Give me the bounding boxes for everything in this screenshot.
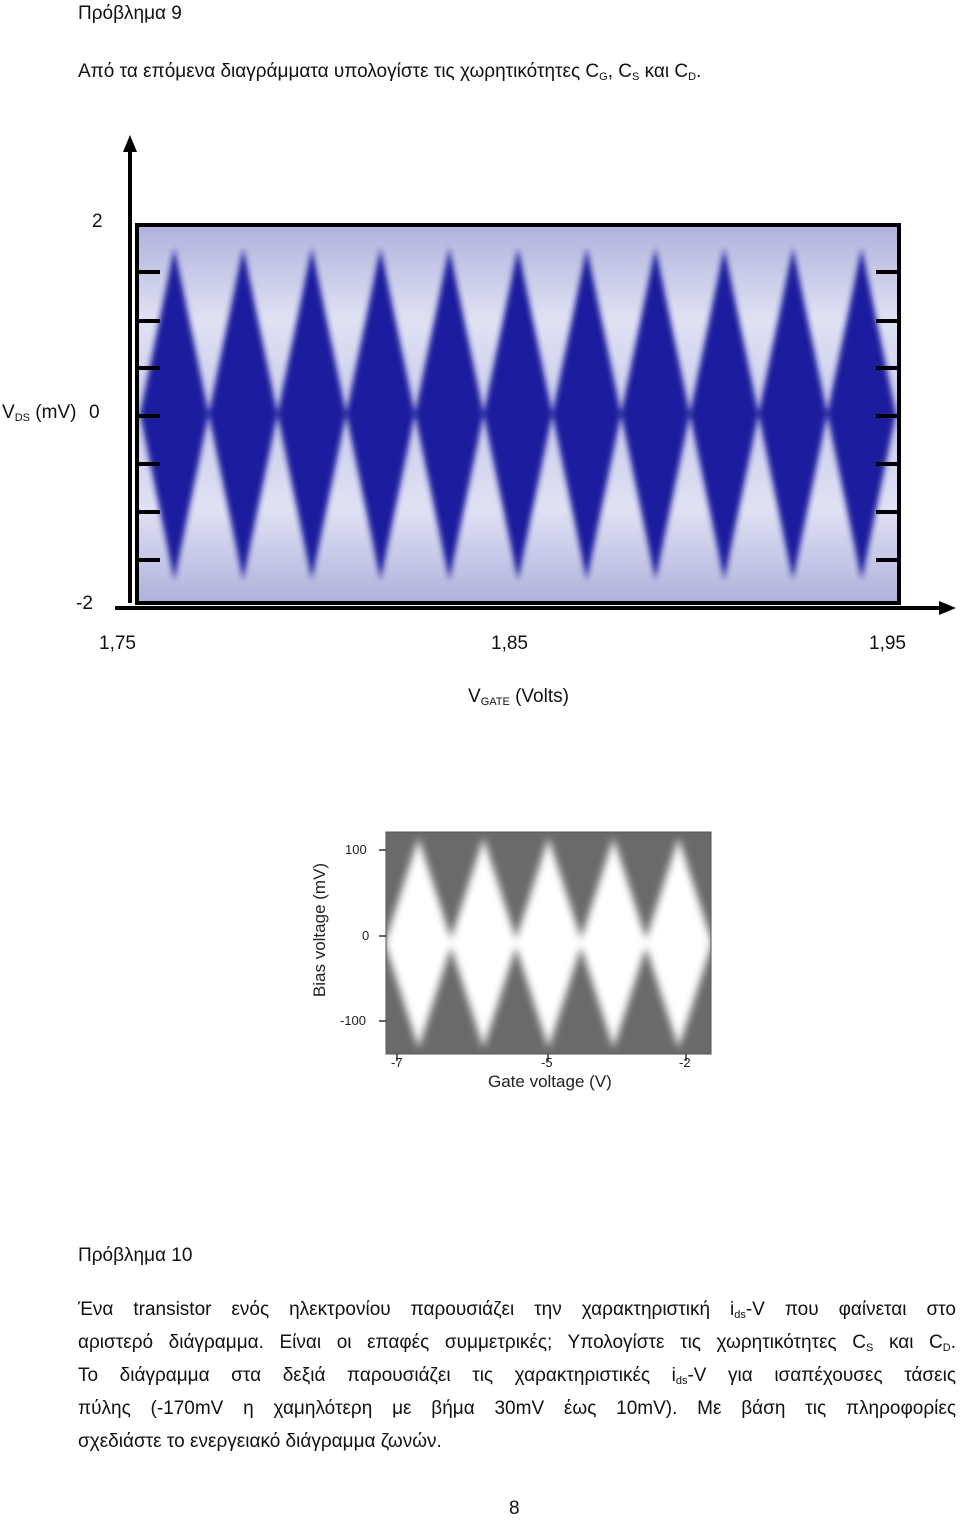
chart2-diamond bbox=[384, 838, 453, 1048]
chart1-diamond bbox=[483, 248, 553, 580]
chart1-ylabel-sub: DS bbox=[14, 412, 30, 424]
chart1-diamond bbox=[277, 248, 347, 580]
prompt-text: Από τα επόμενα διαγράμματα υπολογίστε τι… bbox=[78, 61, 600, 82]
line3-sub: ds bbox=[675, 1375, 688, 1387]
chart2-ticks bbox=[379, 849, 687, 1061]
chart2-diamond bbox=[449, 838, 518, 1048]
chart1-ylabel-unit: (mV) bbox=[35, 402, 77, 423]
line1-sub: ds bbox=[734, 1309, 746, 1321]
chart2-ytick-mid: 0 bbox=[362, 928, 370, 943]
chart1-y-arrow bbox=[123, 135, 137, 152]
problem9-prompt: Από τα επόμενα διαγράμματα υπολογίστε τι… bbox=[78, 60, 701, 84]
chart2-ytick-bottom: -100 bbox=[340, 1013, 367, 1028]
chart1-xlabel-main: V bbox=[468, 686, 481, 707]
line2-text-c: . bbox=[950, 1332, 956, 1353]
chart1-diamond bbox=[552, 248, 622, 580]
line1-text-a: Ένα transistor ενός ηλεκτρονίου παρουσιά… bbox=[78, 1299, 735, 1320]
chart2-xtick-mid: -5 bbox=[541, 1055, 553, 1070]
chart1-xtick-left: 1,75 bbox=[99, 633, 136, 654]
line2-sub-s: S bbox=[866, 1342, 874, 1354]
chart1-xlabel-unit: (Volts) bbox=[515, 686, 569, 707]
chart2-x-label: Gate voltage (V) bbox=[488, 1072, 612, 1091]
chart1-diamond bbox=[140, 248, 209, 580]
chart1-x-label: VGATE (Volts) bbox=[468, 686, 569, 708]
line2-text-a: αριστερό διάγραμμα. Είναι οι επαφές συμμ… bbox=[78, 1332, 867, 1353]
line1-text-b: -V που φαίνεται στο bbox=[745, 1299, 956, 1320]
chart2-ytick-top: 100 bbox=[345, 842, 367, 857]
chart2-y-label: Bias voltage (mV) bbox=[310, 862, 329, 998]
problem10-line-4: πύλης (-170mV η χαμηλότερη με βήμα 30mV … bbox=[78, 1398, 956, 1419]
chart1-diamond bbox=[689, 248, 759, 580]
line2-text-b: και C bbox=[873, 1332, 943, 1353]
chart1-y-label: VDS (mV) bbox=[2, 402, 76, 424]
prompt-end: . bbox=[696, 61, 702, 82]
chart2-xtick-right: -2 bbox=[679, 1055, 691, 1070]
chart1-ytick-bottom: -2 bbox=[76, 593, 93, 614]
chart1-diamond bbox=[346, 248, 415, 580]
chart1-xtick-right: 1,95 bbox=[869, 633, 906, 654]
chart1-ytick-mid: 0 bbox=[89, 402, 100, 423]
line3-text-a: Το διάγραμμα στα δεξιά παρουσιάζει τις χ… bbox=[78, 1365, 676, 1386]
chart1-diamond bbox=[621, 248, 690, 580]
chart2-xtick-left: -7 bbox=[391, 1055, 403, 1070]
chart2-svg bbox=[379, 831, 713, 1061]
problem10-line-3: Το διάγραμμα στα δεξιά παρουσιάζει τις χ… bbox=[78, 1359, 956, 1392]
problem10-line-1: Ένα transistor ενός ηλεκτρονίου παρουσιά… bbox=[78, 1293, 956, 1326]
problem10-line-2: αριστερό διάγραμμα. Είναι οι επαφές συμμ… bbox=[78, 1326, 956, 1359]
prompt-sep2: και C bbox=[639, 61, 689, 82]
chart1-x-arrow bbox=[939, 601, 956, 615]
line3-text-b: -V για ισαπέχουσες τάσεις bbox=[687, 1365, 956, 1386]
chart1-diamond bbox=[414, 248, 484, 580]
line2-sub-d: D bbox=[942, 1342, 951, 1354]
chart1-xlabel-sub: GATE bbox=[480, 696, 510, 708]
page-number: 8 bbox=[509, 1498, 520, 1519]
problem10-line-5: σχεδιάστε το ενεργειακό διάγραμμα ζωνών. bbox=[78, 1431, 442, 1452]
chart1-svg bbox=[115, 135, 956, 615]
chart1-diamond bbox=[827, 248, 896, 580]
subscript-s: S bbox=[632, 71, 640, 83]
subscript-g: G bbox=[599, 71, 608, 83]
problem10-paragraph: Ένα transistor ενός ηλεκτρονίου παρουσιά… bbox=[78, 1293, 956, 1458]
problem9-heading: Πρόβλημα 9 bbox=[78, 3, 182, 24]
chart1-xtick-mid: 1,85 bbox=[491, 633, 528, 654]
problem10-heading: Πρόβλημα 10 bbox=[78, 1245, 193, 1266]
prompt-sep1: , C bbox=[607, 61, 632, 82]
chart1-ytick-top: 2 bbox=[92, 211, 103, 232]
chart1-diamond bbox=[208, 248, 278, 580]
subscript-d: D bbox=[688, 71, 697, 83]
chart1-ylabel-main: V bbox=[2, 402, 15, 423]
chart1-ticks bbox=[137, 270, 899, 562]
chart1-diamond bbox=[758, 248, 828, 580]
